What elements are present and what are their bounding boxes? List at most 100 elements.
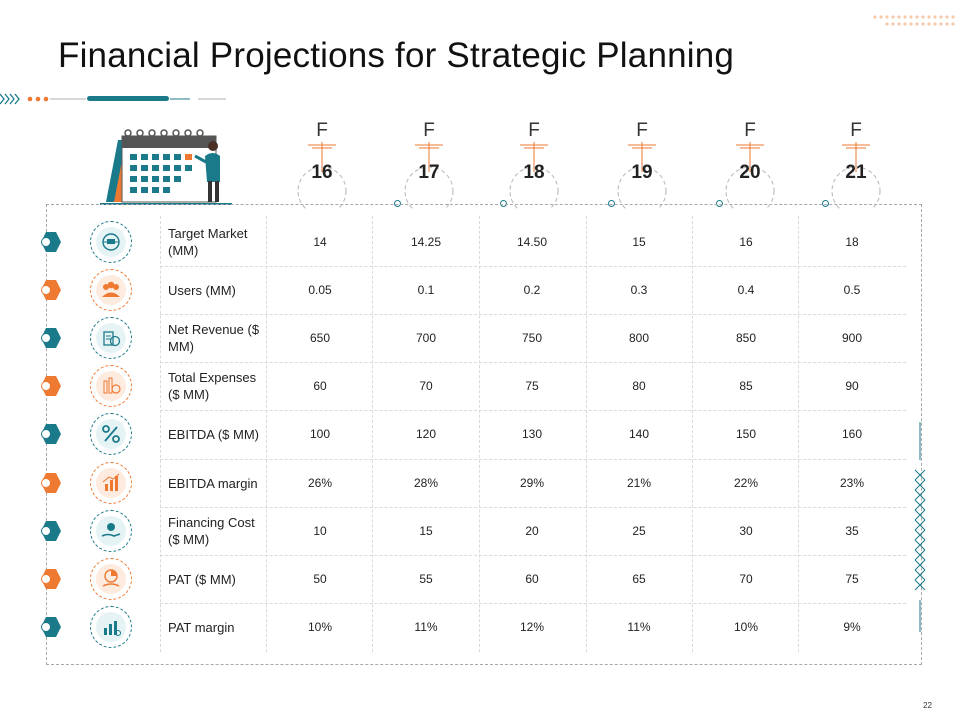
table-cell: 20 xyxy=(525,524,539,538)
row-label: EBITDA margin xyxy=(168,475,258,491)
percent-icon xyxy=(96,419,126,449)
row-label: Total Expenses ($ MM) xyxy=(168,370,257,402)
expenses-icon xyxy=(96,371,126,401)
row-icon-ring xyxy=(90,269,132,311)
row-tag xyxy=(40,423,62,445)
row-divider xyxy=(160,603,906,604)
year-prefix: F xyxy=(316,120,328,141)
row-tag xyxy=(40,520,62,542)
year-value: 20 xyxy=(739,162,761,183)
table-cell: 0.4 xyxy=(737,283,755,297)
table-cell: 100 xyxy=(309,427,331,441)
table-cell: 14 xyxy=(313,235,327,249)
row-tag xyxy=(40,279,62,301)
year-header: F 19 xyxy=(612,120,672,209)
year-value: 21 xyxy=(845,162,867,183)
table-cell: 130 xyxy=(521,427,543,441)
row-label: Financing Cost ($ MM) xyxy=(168,515,255,547)
target-market-icon xyxy=(96,227,126,257)
table-cell: 80 xyxy=(632,379,646,393)
connector-dot xyxy=(500,200,507,207)
users-icon xyxy=(96,275,126,305)
table-cell: 18 xyxy=(845,235,859,249)
row-divider xyxy=(160,555,906,556)
year-circle xyxy=(297,166,347,209)
table-cell: 30 xyxy=(739,524,753,538)
year-header: F 21 xyxy=(826,120,886,209)
column-divider xyxy=(372,216,373,652)
row-icon-ring xyxy=(90,606,132,648)
table-cell: 0.05 xyxy=(308,283,332,297)
table-cell: 35 xyxy=(845,524,859,538)
table-cell: 150 xyxy=(735,427,757,441)
table-row: EBITDA margin 26% 28% 29% 21% 22% 23% xyxy=(46,459,906,507)
year-value: 17 xyxy=(418,162,440,183)
row-tag xyxy=(40,231,62,253)
dot-pattern xyxy=(873,15,955,26)
row-icon-ring xyxy=(90,365,132,407)
year-value: 18 xyxy=(523,162,545,183)
table-cell: 700 xyxy=(415,331,437,345)
year-value: 16 xyxy=(311,162,333,183)
table-cell: 29% xyxy=(519,476,545,490)
table-cell: 60 xyxy=(525,572,539,586)
column-divider xyxy=(266,216,267,652)
year-circle xyxy=(831,166,881,209)
year-prefix: F xyxy=(528,120,540,141)
table-cell: 70 xyxy=(419,379,433,393)
table-cell: 0.5 xyxy=(843,283,861,297)
row-label: Users (MM) xyxy=(168,282,236,298)
row-tag xyxy=(40,327,62,349)
hand-money-icon xyxy=(96,516,126,546)
row-label: PAT margin xyxy=(168,619,235,635)
row-tag xyxy=(40,472,62,494)
year-circle xyxy=(617,166,667,209)
year-header: F 17 xyxy=(399,120,459,209)
table-cell: 800 xyxy=(628,331,650,345)
table-cell: 15 xyxy=(419,524,433,538)
year-prefix: F xyxy=(423,120,435,141)
row-label: PAT ($ MM) xyxy=(168,571,236,587)
column-divider xyxy=(798,216,799,652)
row-tag xyxy=(40,568,62,590)
connector-dot xyxy=(716,200,723,207)
table-cell: 60 xyxy=(313,379,327,393)
column-divider xyxy=(479,216,480,652)
table-cell: 9% xyxy=(843,620,861,634)
table-row: Net Revenue ($ MM) 650 700 750 800 850 900 xyxy=(46,314,906,362)
table-row: PAT margin 10% 11% 12% 11% 10% 9% xyxy=(46,603,906,651)
table-cell: 0.2 xyxy=(523,283,541,297)
table-cell: 850 xyxy=(735,331,757,345)
table-cell: 10 xyxy=(313,524,327,538)
cross-pattern xyxy=(914,422,926,632)
row-icon-ring xyxy=(90,317,132,359)
table-cell: 10% xyxy=(733,620,759,634)
row-divider xyxy=(160,266,906,267)
table-row: EBITDA ($ MM) 100 120 130 140 150 160 xyxy=(46,410,906,458)
bar-chart-icon xyxy=(96,468,126,498)
row-icon-ring xyxy=(90,510,132,552)
table-cell: 120 xyxy=(415,427,437,441)
table-cell: 900 xyxy=(841,331,863,345)
table-cell: 65 xyxy=(632,572,646,586)
row-tag xyxy=(40,616,62,638)
connector-dot xyxy=(822,200,829,207)
table-cell: 23% xyxy=(839,476,865,490)
table-cell: 75 xyxy=(845,572,859,586)
table-cell: 15 xyxy=(632,235,646,249)
revenue-icon xyxy=(96,323,126,353)
column-divider xyxy=(692,216,693,652)
table-cell: 14.50 xyxy=(516,235,548,249)
row-divider xyxy=(160,314,906,315)
table-cell: 50 xyxy=(313,572,327,586)
table-cell: 75 xyxy=(525,379,539,393)
year-prefix: F xyxy=(636,120,648,141)
table-cell: 55 xyxy=(419,572,433,586)
table-cell: 0.3 xyxy=(630,283,648,297)
decorative-line xyxy=(0,93,226,105)
pie-hand-icon xyxy=(96,564,126,594)
row-icon-ring xyxy=(90,462,132,504)
year-header: F 20 xyxy=(720,120,780,209)
table-cell: 650 xyxy=(309,331,331,345)
row-tag xyxy=(40,375,62,397)
